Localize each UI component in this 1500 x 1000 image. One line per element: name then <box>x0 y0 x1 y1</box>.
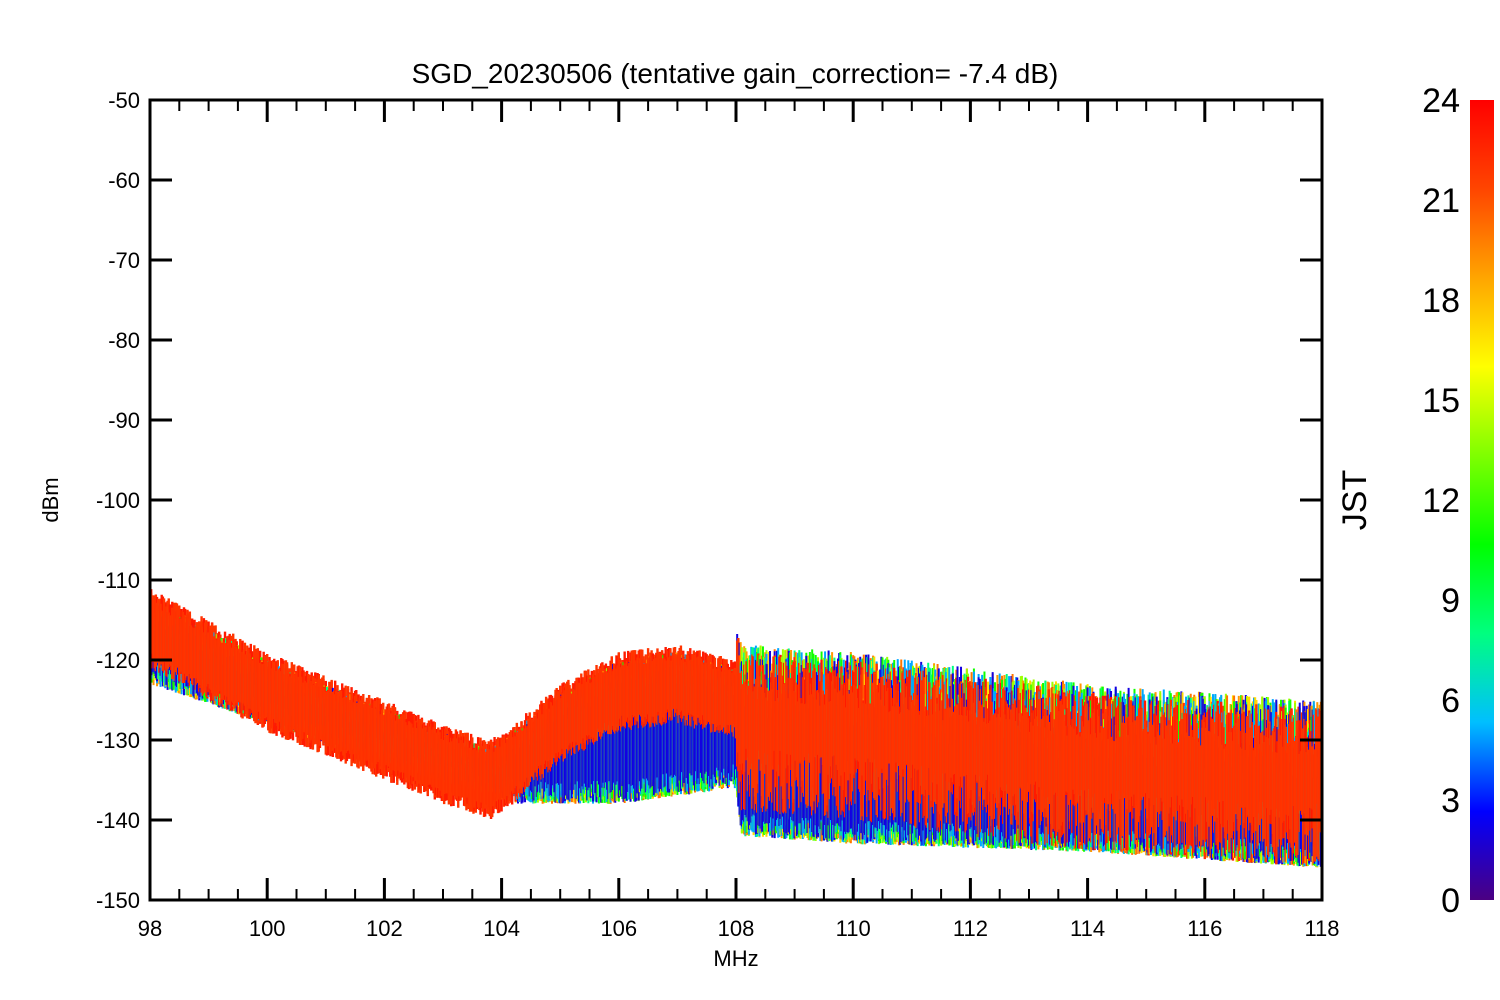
chart-title: SGD_20230506 (tentative gain_correction=… <box>412 58 1059 89</box>
spectrum-body <box>150 589 1322 868</box>
plot-area <box>150 589 1322 868</box>
